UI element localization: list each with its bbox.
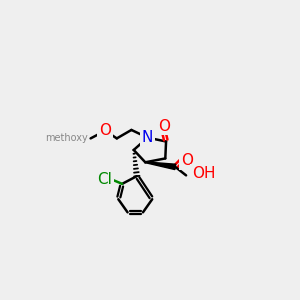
- Text: O: O: [181, 153, 193, 168]
- Text: Cl: Cl: [97, 172, 112, 188]
- Text: O: O: [99, 123, 111, 138]
- Text: methoxy: methoxy: [46, 134, 88, 143]
- Polygon shape: [145, 162, 176, 169]
- Text: N: N: [142, 130, 153, 145]
- Text: O: O: [158, 118, 170, 134]
- Text: OH: OH: [192, 166, 216, 181]
